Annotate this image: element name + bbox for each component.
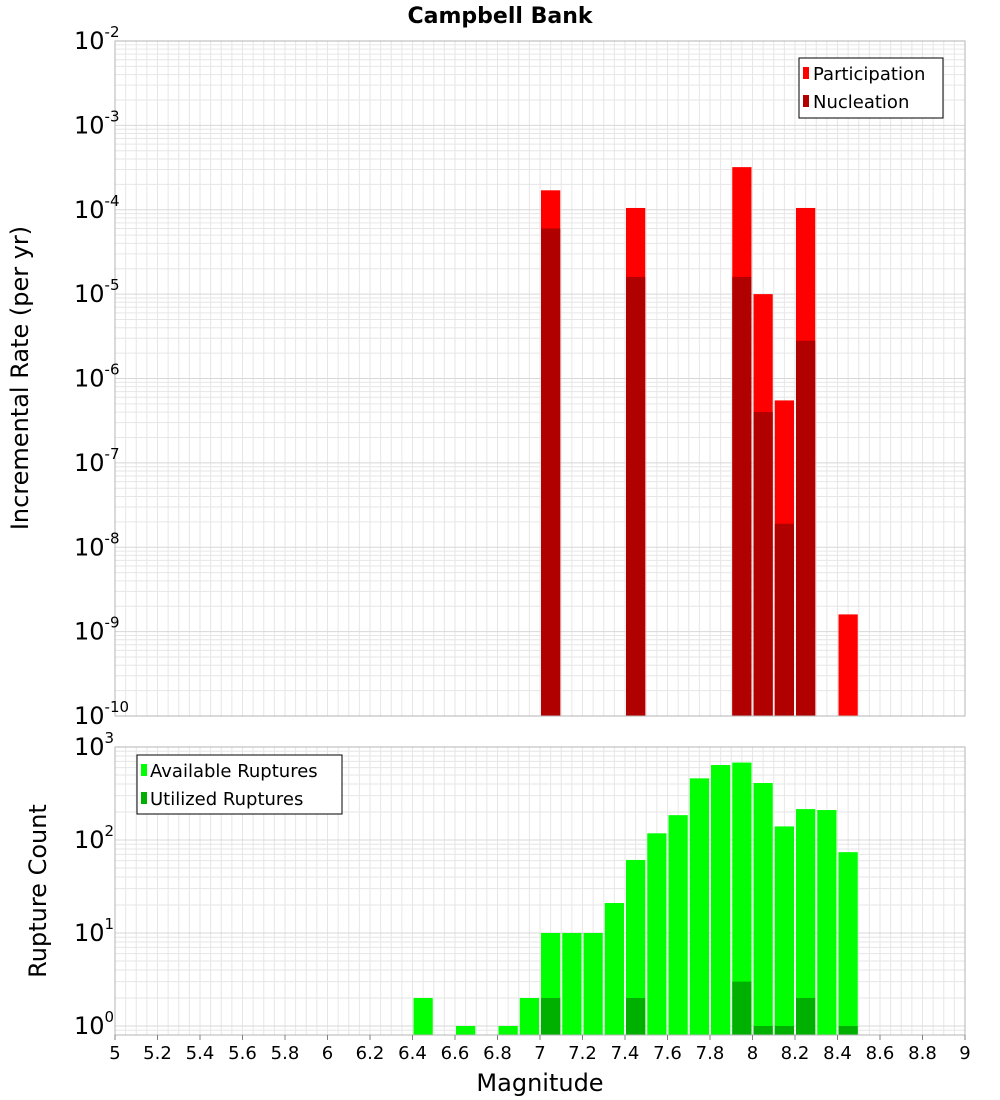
rate-y-tick-label: 10-5 <box>74 276 120 308</box>
count-bar-utilized <box>838 1025 858 1035</box>
rate-y-tick-label: 10-10 <box>74 698 129 730</box>
rate-legend: Participation Nucleation <box>798 57 944 119</box>
rate-y-tick-label: 10-6 <box>74 361 120 393</box>
count-bar-available <box>583 932 603 1035</box>
rate-y-tick-label: 10-3 <box>74 107 120 139</box>
rate-panel: 10-10 10-9 10-8 10-7 10-6 10-5 10-4 10-3 10-2 In… <box>6 23 966 730</box>
x-tick-label: 7.4 <box>611 1043 640 1064</box>
legend-swatch-nucleation <box>803 95 809 107</box>
rate-bar-nucleation <box>753 412 773 716</box>
count-bar-available <box>774 826 794 1035</box>
rate-bar-nucleation <box>732 276 752 716</box>
x-tick-label: 8.4 <box>823 1043 852 1064</box>
x-tick-label: 7 <box>534 1043 545 1064</box>
x-tick-label: 7.6 <box>653 1043 682 1064</box>
count-y-axis-label: Rupture Count <box>24 804 52 978</box>
x-tick-label: 8.8 <box>908 1043 937 1064</box>
count-bar-utilized <box>774 1025 794 1035</box>
legend-label-available: Available Ruptures <box>150 761 318 782</box>
x-axis-label: Magnitude <box>476 1069 603 1097</box>
x-tick-label: 6.4 <box>398 1043 427 1064</box>
x-tick-label: 9 <box>959 1043 970 1064</box>
count-bar-utilized <box>753 1025 773 1035</box>
count-bar-available <box>604 903 624 1035</box>
x-axis-ticks: 5 5.2 5.4 5.6 5.8 6 6.2 6.4 6.6 6.8 7 7.2 7.4 7.6 7.8 8… <box>109 1035 971 1064</box>
x-tick-label: 6.6 <box>441 1043 470 1064</box>
count-panel: 100 101 102 103 Rupture Count Available Rup… <box>24 729 966 1040</box>
count-legend: Available Ruptures Utilized Ruptures <box>136 754 343 815</box>
count-y-tick-label: 102 <box>74 822 114 854</box>
legend-swatch-utilized <box>141 792 147 804</box>
legend-label-nucleation: Nucleation <box>813 92 909 113</box>
rate-y-axis-label: Incremental Rate (per yr) <box>6 226 34 530</box>
x-tick-label: 5.4 <box>186 1043 215 1064</box>
x-tick-label: 5 <box>109 1043 120 1064</box>
count-bar-available <box>562 932 582 1035</box>
count-bar-available <box>413 997 433 1035</box>
legend-swatch-available <box>141 764 147 776</box>
count-y-tick-label: 100 <box>74 1008 114 1040</box>
rate-bar-nucleation <box>626 276 646 716</box>
count-bar-available <box>817 810 837 1035</box>
count-bar-utilized <box>796 997 816 1035</box>
count-y-tick-label: 101 <box>74 915 114 947</box>
x-tick-label: 5.6 <box>228 1043 257 1064</box>
count-legend-box <box>136 754 343 815</box>
rate-y-ticks: 10-10 10-9 10-8 10-7 10-6 10-5 10-4 10-3 10-2 <box>74 23 129 730</box>
count-bar-available <box>753 783 773 1035</box>
rate-y-tick-label: 10-8 <box>74 529 120 561</box>
legend-label-utilized: Utilized Ruptures <box>150 789 303 810</box>
count-bar-available <box>498 1025 518 1035</box>
count-y-tick-label: 103 <box>74 729 114 761</box>
x-tick-label: 7.2 <box>568 1043 597 1064</box>
count-bar-available <box>626 859 646 1035</box>
legend-swatch-participation <box>803 67 809 79</box>
x-tick-label: 6.2 <box>356 1043 385 1064</box>
rate-bars <box>541 167 858 716</box>
rate-bar-participation <box>838 614 858 716</box>
count-bar-available <box>519 997 539 1035</box>
rate-bar-nucleation <box>796 340 816 716</box>
count-bar-available <box>647 833 667 1035</box>
count-bar-available <box>711 765 731 1035</box>
x-tick-label: 8.2 <box>781 1043 810 1064</box>
rate-legend-box <box>798 57 944 119</box>
x-tick-label: 5.8 <box>271 1043 300 1064</box>
count-bar-available <box>838 852 858 1035</box>
x-tick-label: 7.8 <box>696 1043 725 1064</box>
rate-y-tick-label: 10-7 <box>74 445 120 477</box>
count-bar-utilized <box>732 981 752 1035</box>
count-bar-available <box>689 778 709 1035</box>
count-bar-utilized <box>541 997 561 1035</box>
rate-bar-nucleation <box>774 523 794 716</box>
rate-gridlines <box>114 40 966 717</box>
count-bar-available <box>732 762 752 1035</box>
x-tick-label: 6 <box>322 1043 333 1064</box>
count-bar-utilized <box>626 997 646 1035</box>
rate-y-tick-label: 10-2 <box>74 23 120 55</box>
legend-label-participation: Participation <box>813 64 925 85</box>
count-bars <box>413 762 858 1035</box>
chart-title: Campbell Bank <box>408 4 594 29</box>
rate-y-tick-label: 10-9 <box>74 614 120 646</box>
count-bar-available <box>456 1025 476 1035</box>
rate-plot-frame <box>114 40 966 717</box>
rate-bar-nucleation <box>541 228 561 716</box>
count-bar-available <box>668 815 688 1035</box>
x-tick-label: 8 <box>747 1043 758 1064</box>
count-bar-available <box>796 809 816 1035</box>
x-tick-label: 6.8 <box>483 1043 512 1064</box>
x-tick-label: 5.2 <box>143 1043 172 1064</box>
rate-y-tick-label: 10-4 <box>74 192 120 224</box>
count-y-ticks: 100 101 102 103 <box>74 729 114 1040</box>
x-tick-label: 8.6 <box>866 1043 895 1064</box>
